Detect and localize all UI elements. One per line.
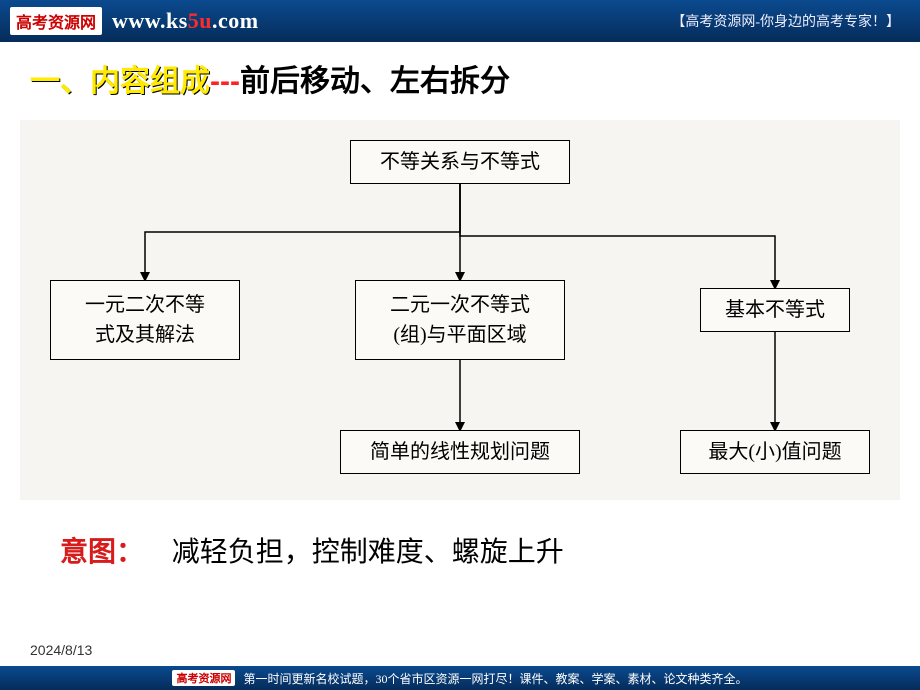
top-slogan: 【高考资源网-你身边的高考专家！】 — [671, 11, 900, 31]
title-part2: --- — [210, 65, 240, 98]
flowchart-edge-root-left — [145, 184, 460, 280]
flowchart-node-root: 不等关系与不等式 — [350, 140, 570, 184]
flowchart-diagram: 不等关系与不等式一元二次不等式及其解法 二元一次不等式(组)与平面区域 基本不等式简… — [20, 120, 900, 500]
flowchart-node-rightc: 最大(小)值问题 — [680, 430, 870, 474]
footer-text: 第一时间更新名校试题，30个省市区资源一网打尽！课件、教案、学案、素材、论文种类… — [243, 670, 747, 687]
url-suffix: .com — [212, 8, 259, 33]
title-part3: 前后移动、左右拆分 — [240, 65, 510, 98]
caption-lead: 意图： — [60, 536, 144, 567]
title-part1: 一、内容组成 — [30, 65, 210, 98]
bottom-banner: 高考资源网 第一时间更新名校试题，30个省市区资源一网打尽！课件、教案、学案、素… — [0, 666, 920, 690]
top-logo: 高考资源网 — [10, 7, 102, 35]
slide-title: 一、内容组成---前后移动、左右拆分 — [0, 42, 920, 110]
url-red: 5u — [188, 8, 212, 33]
top-banner: 高考资源网 www.ks5u.com 【高考资源网-你身边的高考专家！】 — [0, 0, 920, 42]
flowchart-node-mid: 二元一次不等式(组)与平面区域 — [355, 280, 565, 360]
flowchart-node-midc: 简单的线性规划问题 — [340, 430, 580, 474]
flowchart-edge-root-right — [460, 184, 775, 288]
flowchart-node-right: 基本不等式 — [700, 288, 850, 332]
slide-date: 2024/8/13 — [30, 642, 92, 658]
caption-body: 减轻负担，控制难度、螺旋上升 — [172, 536, 564, 567]
url-prefix: www.ks — [112, 8, 188, 33]
flowchart-node-left: 一元二次不等式及其解法 — [50, 280, 240, 360]
caption-row: 意图： 减轻负担，控制难度、螺旋上升 — [0, 500, 920, 570]
site-url: www.ks5u.com — [112, 8, 259, 34]
bottom-logo: 高考资源网 — [172, 670, 235, 686]
